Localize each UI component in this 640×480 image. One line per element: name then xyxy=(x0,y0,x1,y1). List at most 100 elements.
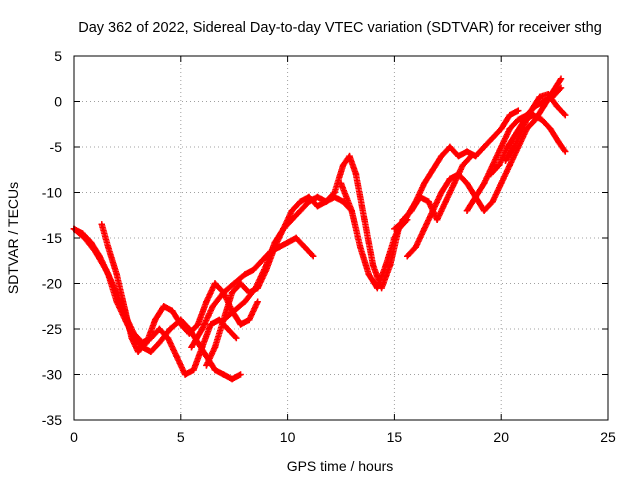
data-point xyxy=(510,143,518,151)
data-point xyxy=(81,234,88,242)
data-point xyxy=(322,198,330,205)
data-point xyxy=(374,284,381,292)
data-point xyxy=(203,298,210,305)
data-point xyxy=(166,325,174,333)
series-track-4 xyxy=(188,234,317,351)
y-tick-label: -5 xyxy=(50,139,63,155)
y-tick-label: 0 xyxy=(54,94,62,110)
data-point xyxy=(348,207,355,214)
data-point xyxy=(237,371,244,378)
data-point xyxy=(198,325,206,333)
x-axis-label: GPS time / hours xyxy=(287,458,394,474)
data-point xyxy=(480,207,488,214)
data-point xyxy=(211,280,219,287)
data-point xyxy=(314,193,321,201)
data-point xyxy=(169,307,176,314)
data-point xyxy=(536,93,543,101)
x-tick-label: 5 xyxy=(177,429,185,445)
data-point xyxy=(156,325,163,333)
data-point xyxy=(442,198,449,205)
data-point xyxy=(250,266,257,274)
data-point xyxy=(128,334,135,342)
y-axis-label: SDTVAR / TECUs xyxy=(5,182,21,294)
data-point xyxy=(498,180,505,187)
data-point xyxy=(211,344,219,351)
data-point xyxy=(237,321,244,328)
data-point xyxy=(412,198,419,205)
series-track-5 xyxy=(203,193,355,369)
data-point xyxy=(540,98,548,105)
data-point xyxy=(331,189,338,196)
data-point xyxy=(489,162,496,169)
y-tick-label: -20 xyxy=(42,276,62,292)
data-point xyxy=(252,284,259,292)
data-point xyxy=(207,321,214,328)
data-point xyxy=(463,148,471,155)
data-point xyxy=(147,348,155,355)
data-point xyxy=(297,198,304,205)
data-point xyxy=(455,171,462,178)
data-point xyxy=(160,303,167,310)
data-point xyxy=(188,344,195,351)
data-point xyxy=(429,207,437,214)
data-point xyxy=(433,216,441,223)
data-point xyxy=(412,243,419,251)
data-point xyxy=(404,253,411,260)
data-point xyxy=(164,334,172,342)
data-point xyxy=(258,257,266,264)
data-point xyxy=(220,316,227,324)
data-point xyxy=(104,243,112,251)
data-point xyxy=(190,366,197,374)
data-point xyxy=(301,243,308,251)
series-track-12 xyxy=(502,91,569,164)
data-point xyxy=(254,298,261,305)
data-point xyxy=(198,344,206,351)
data-point xyxy=(203,353,210,360)
data-point xyxy=(337,180,345,187)
x-tick-label: 25 xyxy=(600,429,616,445)
data-point xyxy=(502,157,509,164)
y-tick-label: -25 xyxy=(42,321,62,337)
series-track-6 xyxy=(220,152,411,324)
data-point xyxy=(547,125,554,132)
data-point xyxy=(231,307,238,314)
data-point xyxy=(134,348,142,355)
series-track-8 xyxy=(391,107,522,233)
y-tick-label: -10 xyxy=(42,185,62,201)
data-point xyxy=(429,166,437,173)
data-point xyxy=(122,307,129,314)
data-point xyxy=(241,298,249,305)
data-point xyxy=(297,207,304,214)
data-point xyxy=(220,289,227,296)
data-point xyxy=(515,107,522,114)
data-point xyxy=(156,339,163,346)
tick-layer: 0 5 10 15 20 25 -35 -30 -25 -20 -15 -10 -5 0 5 xyxy=(42,48,616,445)
data-point xyxy=(237,280,244,287)
x-tick-label: 0 xyxy=(70,429,78,445)
x-tick-label: 20 xyxy=(493,429,509,445)
data-point xyxy=(151,316,159,324)
data-point xyxy=(292,234,300,242)
x-tick-label: 10 xyxy=(280,429,296,445)
data-point xyxy=(480,180,488,187)
data-point xyxy=(186,330,193,337)
data-point xyxy=(425,198,432,205)
data-point xyxy=(487,171,494,178)
data-point xyxy=(538,116,545,123)
data-point xyxy=(463,180,471,187)
data-point xyxy=(365,271,372,278)
data-point xyxy=(288,216,296,223)
data-point xyxy=(498,143,505,151)
data-point xyxy=(553,102,560,110)
data-point xyxy=(562,111,569,119)
data-point xyxy=(241,271,249,278)
data-point xyxy=(231,280,238,287)
data-point xyxy=(228,375,236,383)
data-point xyxy=(224,325,231,333)
data-point xyxy=(562,148,569,155)
data-point xyxy=(446,175,454,183)
data-layer xyxy=(70,75,569,383)
data-point xyxy=(459,162,466,169)
